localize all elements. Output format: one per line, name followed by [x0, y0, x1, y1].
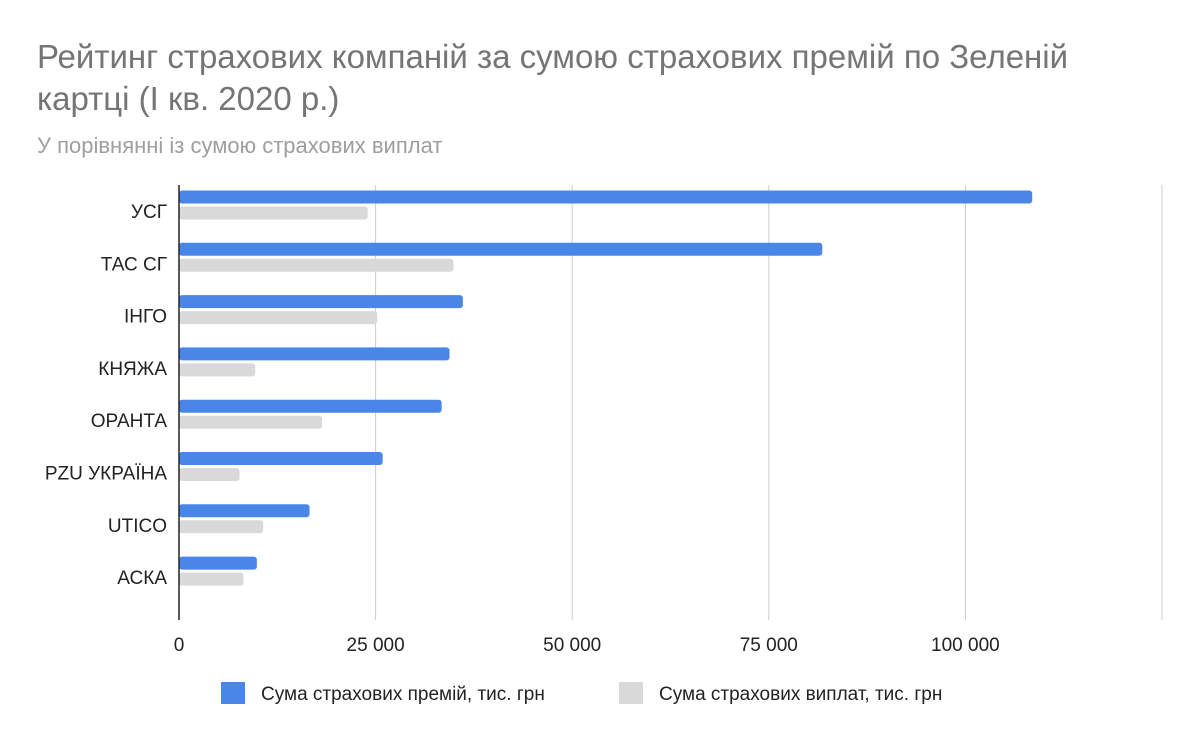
bar-premiums: [179, 556, 257, 570]
chart-subtitle: У порівнянні із сумою страхових виплат: [37, 133, 443, 158]
x-tick-label: 25 000: [347, 635, 405, 656]
x-tick-label: 0: [174, 635, 185, 656]
bar-premiums: [179, 295, 463, 309]
category-label: ОРАНТА: [91, 411, 168, 432]
legend-swatch: [221, 682, 245, 704]
x-tick-label: 75 000: [740, 635, 798, 656]
bar-payouts: [179, 415, 323, 429]
x-tick-labels: 0 25 000 50 000 75 000 100 000: [174, 635, 1000, 656]
legend: Сума страхових премій, тис. грн Сума стра…: [221, 682, 942, 705]
bar-premiums: [179, 347, 450, 361]
bars: [179, 190, 1033, 586]
bar-payouts: [179, 520, 264, 534]
category-label: КНЯЖА: [98, 359, 167, 380]
bar-premiums: [179, 452, 383, 465]
bar-payouts: [179, 363, 256, 377]
x-tick-label: 50 000: [543, 635, 601, 656]
category-label: ІНГО: [124, 307, 167, 328]
category-label: ТАС СГ: [101, 254, 167, 275]
legend-label: Сума страхових премій, тис. грн: [261, 684, 545, 705]
bar-premiums: [179, 242, 823, 256]
chart-title: Рейтинг страхових компаній за сумою стра…: [37, 38, 1069, 117]
x-tick-label: 100 000: [931, 635, 1000, 656]
category-labels: УСГ ТАС СГ ІНГО КНЯЖА ОРАНТА PZU УКРАЇНА UTICO…: [45, 202, 167, 589]
category-label: УСГ: [131, 202, 167, 223]
category-label: PZU УКРАЇНА: [45, 464, 167, 485]
bar-premiums: [179, 190, 1033, 204]
bar-premiums: [179, 399, 442, 413]
legend-swatch: [619, 682, 643, 704]
category-label: АСКА: [117, 568, 167, 589]
bar-premiums: [179, 504, 310, 518]
gridlines: [375, 185, 1163, 620]
bar-payouts: [179, 572, 244, 586]
bar-payouts: [179, 206, 368, 220]
bar-payouts: [179, 311, 378, 325]
bar-payouts: [179, 258, 454, 272]
bar-payouts: [179, 468, 240, 481]
category-label: UTICO: [108, 516, 167, 537]
legend-label: Сума страхових виплат, тис. грн: [659, 684, 942, 705]
